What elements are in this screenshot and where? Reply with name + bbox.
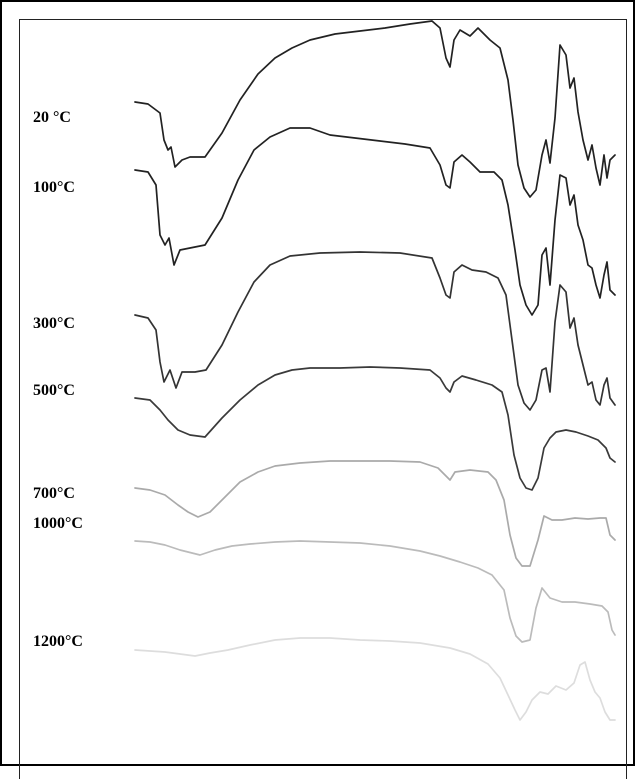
series-4: 500°C: [33, 366, 616, 491]
plot-area-border: [19, 19, 627, 779]
series-label: 1200°C: [33, 633, 83, 650]
series-label: 700°C: [33, 485, 75, 502]
series-6: 1000°C: [33, 515, 616, 643]
series-1: 20 °C: [33, 20, 616, 198]
series-5: 700°C: [33, 460, 616, 567]
series-line: [134, 637, 616, 721]
series-label: 1000°C: [33, 515, 83, 532]
series-label: 100°C: [33, 179, 75, 196]
series-label: 20 °C: [33, 109, 71, 126]
series-label: 500°C: [33, 382, 75, 399]
series-line: [134, 20, 616, 198]
series-line: [134, 540, 616, 643]
series-2: 100°C: [33, 127, 616, 316]
series-line: [134, 251, 616, 411]
series-line: [134, 460, 616, 567]
series-3: 300°C: [33, 251, 616, 411]
series-label: 300°C: [33, 315, 75, 332]
series-line: [134, 127, 616, 316]
series-7: 1200°C: [33, 633, 616, 721]
series-line: [134, 366, 616, 491]
